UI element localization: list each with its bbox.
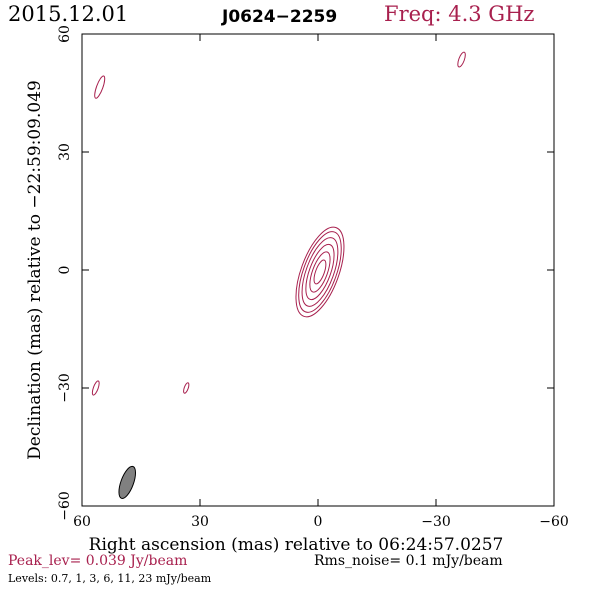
contour-levels: Levels: 0.7, 1, 3, 6, 11, 23 mJy/beam — [8, 572, 212, 585]
minor-component-contour — [91, 380, 100, 396]
frequency-label: Freq: 4.3 GHz — [384, 2, 535, 26]
y-tick-label: 60 — [57, 25, 73, 43]
peak-level: Peak_lev= 0.039 Jy/beam — [8, 553, 188, 569]
y-tick-label: 30 — [57, 143, 73, 161]
minor-component-contour — [457, 51, 466, 68]
restoring-beam — [118, 465, 137, 499]
contour-0p7-mjy — [295, 226, 345, 318]
x-tick-label: −30 — [421, 514, 451, 530]
plot-frame — [81, 33, 555, 507]
y-axis-label: Declination (mas) relative to −22:59:09.… — [25, 80, 45, 460]
contour-3-mjy — [301, 237, 339, 307]
x-tick-label: −60 — [539, 514, 569, 530]
x-tick-label: 0 — [314, 514, 323, 530]
contour-1-mjy — [298, 231, 342, 313]
y-tick-label: −60 — [57, 491, 73, 521]
rms-noise: Rms_noise= 0.1 mJy/beam — [314, 553, 503, 569]
minor-component-contour — [94, 75, 106, 99]
x-tick-label: 60 — [73, 514, 91, 530]
y-tick-label: −30 — [57, 373, 73, 403]
contour-11-mjy — [309, 251, 331, 293]
x-axis-label: Right ascension (mas) relative to 06:24:… — [89, 535, 504, 555]
contour-23-mjy — [313, 259, 327, 285]
epoch-date: 2015.12.01 — [8, 2, 129, 26]
source-name: J0624−2259 — [222, 7, 338, 27]
minor-component-contour — [183, 382, 190, 394]
contour-6-mjy — [305, 243, 335, 301]
y-tick-label: 0 — [57, 266, 73, 275]
x-tick-label: 30 — [191, 514, 209, 530]
